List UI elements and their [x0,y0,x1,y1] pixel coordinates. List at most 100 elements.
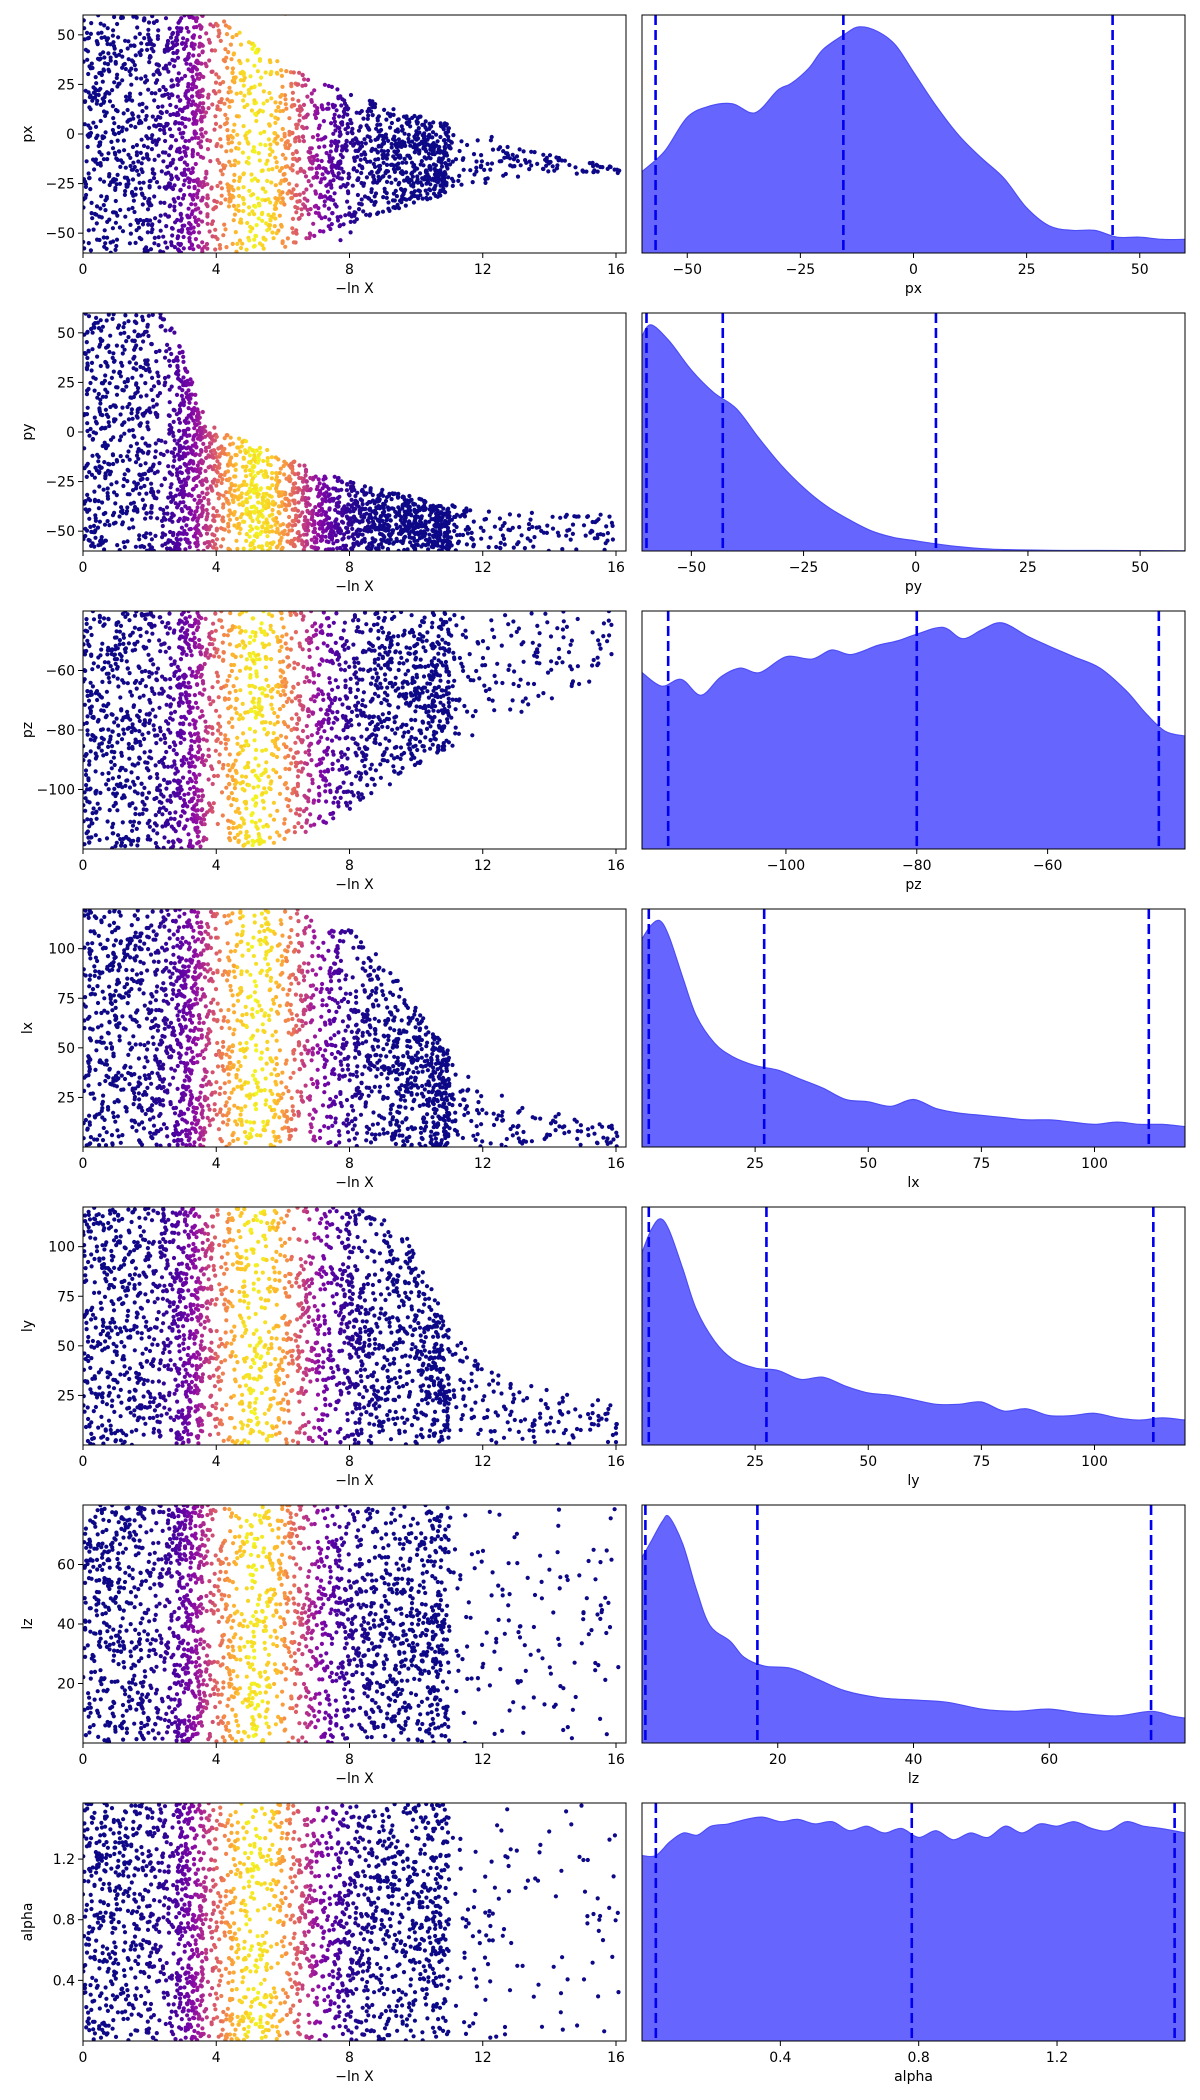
scatter-pz-ylabel: pz [20,722,36,738]
scatter-pz-xtick-label: 8 [345,858,354,874]
kde-lx-xlabel: lx [907,1175,919,1191]
kde-ly-xtick-label: 50 [859,1454,877,1470]
scatter-lx-xtick-label: 16 [607,1156,625,1172]
scatter-pz-ytick-label: −100 [37,783,75,799]
scatter-lz-ytick-label: 20 [57,1677,75,1693]
kde-alpha-xtick-label: 0.8 [908,2050,930,2066]
kde-alpha-xtick-label: 1.2 [1046,2050,1068,2066]
scatter-ly-frame [82,1206,627,1446]
kde-py-xlabel: py [905,579,922,595]
scatter-px-ytick-label: 25 [57,77,75,93]
scatter-py-xtick-label: 12 [474,560,492,576]
scatter-alpha-xtick-label: 0 [79,2050,88,2066]
scatter-pz-xtick-label: 12 [474,858,492,874]
kde-alpha-frame [641,1802,1186,2042]
scatter-lz-xtick-label: 8 [345,1752,354,1768]
scatter-ly-xtick-label: 8 [345,1454,354,1470]
kde-py-frame [641,312,1186,552]
scatter-alpha-xtick-label: 16 [607,2050,625,2066]
scatter-py-ytick-label: 50 [57,326,75,342]
scatter-lx-panel: 0 4 8 12 16 100 75 50 25 −ln X lx [20,908,627,1191]
scatter-px-xtick-label: 16 [607,262,625,278]
scatter-px-ylabel: px [20,125,36,142]
scatter-px-xtick-label: 0 [79,262,88,278]
kde-lx-xtick-label: 25 [746,1156,764,1172]
kde-alpha-curve [641,1816,1186,1858]
scatter-ly-xtick-label: 12 [474,1454,492,1470]
scatter-ly-xtick-label: 16 [607,1454,625,1470]
kde-lz-xtick-label: 60 [1040,1752,1058,1768]
kde-py-xtick-label: 0 [911,560,920,576]
scatter-lz-ytick-label: 60 [57,1558,75,1574]
scatter-lx-ytick-label: 75 [57,991,75,1007]
scatter-lz-xlabel: −ln X [335,1771,374,1787]
kde-lx-xtick-label: 100 [1081,1156,1108,1172]
scatter-px-ytick-label: −50 [45,226,75,242]
scatter-alpha-xlabel: −ln X [335,2069,374,2085]
scatter-lz-points [83,1505,621,1743]
kde-pz-curve [641,622,1186,737]
scatter-lz-xtick-label: 16 [607,1752,625,1768]
kde-ly-xtick-label: 100 [1081,1454,1108,1470]
scatter-lz-panel: 0 4 8 12 16 60 40 20 −ln X lz [20,1504,627,1787]
scatter-lx-ylabel: lx [20,1022,36,1034]
kde-ly-xtick-label: 25 [746,1454,764,1470]
kde-px-curve [641,26,1186,241]
scatter-ly-panel: 0 4 8 12 16 100 75 50 25 −ln X ly [20,1206,627,1489]
scatter-lx-xtick-label: 4 [212,1156,221,1172]
kde-lz-panel: 20 40 60 lz [641,1504,1186,1787]
scatter-pz-ytick-label: −60 [45,664,75,680]
kde-pz-xtick-label: −100 [767,858,805,874]
scatter-lx-points [83,909,620,1147]
scatter-pz-xtick-label: 4 [212,858,221,874]
scatter-lx-xtick-label: 8 [345,1156,354,1172]
kde-px-xtick-label: −25 [786,262,816,278]
scatter-lz-xtick-label: 12 [474,1752,492,1768]
scatter-pz-points [83,611,614,849]
kde-alpha-panel: 0.4 0.8 1.2 alpha [641,1802,1186,2085]
scatter-ly-points [83,1207,619,1445]
scatter-px-xtick-label: 12 [474,262,492,278]
scatter-py-points [83,313,616,551]
scatter-alpha-frame [82,1802,627,2042]
kde-alpha-area [642,1817,1185,2041]
kde-lz-curve [641,1514,1186,1719]
scatter-py-ylabel: py [20,423,36,440]
kde-ly-xlabel: ly [907,1473,919,1489]
scatter-py-xtick-label: 4 [212,560,221,576]
kde-ly-panel: 25 50 75 100 ly [641,1206,1186,1489]
scatter-px-panel: 0 4 8 12 16 50 25 0 −25 −50 −ln X px [20,14,627,297]
scatter-lx-ytick-label: 50 [57,1041,75,1057]
scatter-py-ytick-label: −50 [45,524,75,540]
scatter-lx-xtick-label: 0 [79,1156,88,1172]
kde-lz-xtick-label: 40 [905,1752,923,1768]
kde-lx-area [642,920,1185,1147]
scatter-pz-panel: 0 4 8 12 16 −60 −80 −100 −ln X pz [20,610,627,893]
scatter-lx-xlabel: −ln X [335,1175,374,1191]
scatter-ly-ytick-label: 50 [57,1339,75,1355]
kde-py-curve [641,324,1186,552]
kde-lx-frame [641,908,1186,1148]
scatter-py-ytick-label: −25 [45,475,75,491]
scatter-lx-ytick-label: 25 [57,1090,75,1106]
scatter-ly-ylabel: ly [20,1320,36,1332]
scatter-py-xtick-label: 16 [607,560,625,576]
scatter-alpha-ytick-label: 0.8 [53,1913,75,1929]
scatter-px-xlabel: −ln X [335,281,374,297]
scatter-py-xlabel: −ln X [335,579,374,595]
kde-alpha-xlabel: alpha [894,2069,933,2085]
kde-py-xtick-label: 50 [1131,560,1149,576]
scatter-px-ytick-label: 0 [66,127,75,143]
scatter-lz-ylabel: lz [20,1618,36,1629]
kde-lx-xtick-label: 75 [972,1156,990,1172]
scatter-alpha-panel: 0 4 8 12 16 1.2 0.8 0.4 −ln X alpha [20,1802,627,2085]
kde-alpha-xtick-label: 0.4 [769,2050,791,2066]
scatter-alpha-ytick-label: 1.2 [53,1852,75,1868]
scatter-pz-frame [82,610,627,850]
scatter-px-ytick-label: −25 [45,177,75,193]
scatter-lz-ytick-label: 40 [57,1617,75,1633]
scatter-px-xtick-label: 8 [345,262,354,278]
scatter-ly-ytick-label: 75 [57,1289,75,1305]
scatter-py-panel: 0 4 8 12 16 50 25 0 −25 −50 −ln X py [20,312,627,595]
